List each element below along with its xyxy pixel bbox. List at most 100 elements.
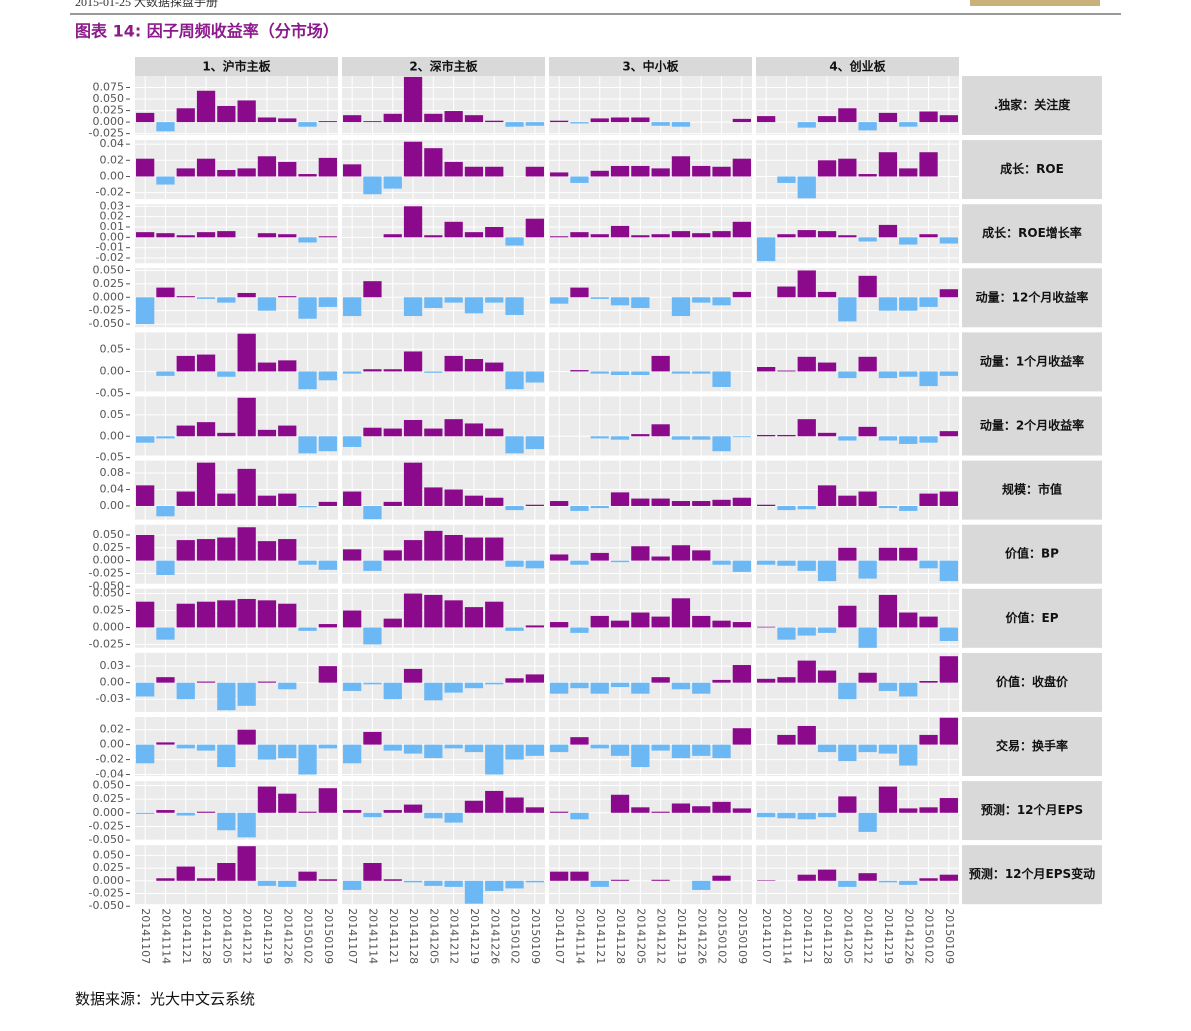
bar: [318, 879, 337, 881]
bar: [838, 744, 857, 762]
y-tick-label: 0.050: [93, 778, 125, 791]
bar: [777, 677, 796, 683]
bar: [444, 744, 463, 749]
x-tick-label: 20141226: [902, 908, 915, 964]
bar: [278, 296, 297, 298]
bar: [858, 174, 877, 177]
row-strip: [962, 204, 1102, 264]
bar: [403, 420, 423, 437]
panel-bg: [549, 76, 752, 135]
bar: [692, 880, 711, 890]
bar: [237, 682, 256, 706]
bar: [237, 846, 256, 881]
bar: [797, 874, 816, 881]
bar: [878, 505, 898, 509]
panel-bg: [756, 717, 959, 776]
bar: [156, 122, 175, 132]
bar: [899, 371, 918, 377]
y-tick-label: -0.02: [96, 251, 124, 264]
panel-bg: [135, 140, 338, 200]
bar: [570, 122, 589, 124]
x-tick-label: 20141107: [553, 908, 566, 964]
bar: [732, 560, 751, 572]
bar: [196, 811, 216, 813]
bar: [610, 744, 630, 756]
bar: [651, 234, 670, 238]
bar: [878, 786, 898, 813]
bar: [257, 744, 277, 760]
bar: [858, 356, 877, 372]
row-label: 动量：2个月收益率: [980, 418, 1084, 433]
x-tick-label: 20150109: [322, 908, 335, 964]
bar: [217, 537, 236, 561]
bar: [671, 122, 691, 127]
bar: [464, 495, 484, 506]
bar: [550, 744, 569, 753]
figure-title: 图表 14: 因子周频收益率（分市场）: [75, 22, 339, 41]
bar: [671, 744, 691, 759]
bar: [671, 371, 691, 374]
bar: [550, 501, 569, 506]
bar: [318, 236, 337, 238]
bar: [343, 610, 362, 628]
bar: [838, 495, 857, 506]
bar: [403, 141, 423, 177]
y-tick-label: 0.050: [93, 92, 125, 105]
bar: [817, 869, 837, 881]
bar: [550, 871, 569, 881]
bar: [899, 682, 918, 697]
bar: [838, 880, 857, 887]
x-tick-label: 20141128: [200, 908, 213, 964]
bar: [217, 297, 236, 303]
bar: [278, 425, 297, 437]
bar: [298, 297, 317, 319]
bar: [196, 232, 216, 238]
bar: [858, 275, 877, 298]
bar: [939, 431, 958, 437]
bar: [156, 233, 175, 238]
bar: [485, 744, 504, 775]
row-strip: [962, 76, 1102, 135]
x-tick-label: 20141114: [366, 908, 379, 964]
bar: [919, 234, 938, 238]
bar: [136, 158, 155, 177]
bar: [858, 812, 877, 832]
bar: [343, 371, 362, 374]
bar: [217, 170, 236, 177]
bar: [424, 235, 443, 238]
x-tick-label: 20141121: [387, 908, 400, 964]
bar: [136, 812, 155, 814]
bar: [817, 432, 837, 437]
bar: [525, 166, 544, 177]
bar: [257, 429, 277, 437]
bar: [550, 622, 569, 628]
bar: [257, 541, 277, 561]
bar: [363, 682, 382, 685]
bar: [732, 118, 751, 123]
x-tick-label: 20141219: [261, 908, 274, 964]
bar: [797, 176, 816, 199]
bar: [817, 291, 837, 298]
bar: [550, 297, 569, 304]
bar: [631, 546, 650, 561]
bar: [550, 554, 569, 561]
bar: [136, 436, 155, 443]
x-tick-label: 20141205: [841, 908, 854, 964]
bar: [424, 880, 443, 886]
y-tick-label: 0.01: [100, 220, 125, 233]
bar: [424, 297, 443, 308]
x-tick-label: 20141205: [220, 908, 233, 964]
bar: [156, 436, 175, 439]
bar: [692, 550, 711, 561]
bar: [176, 235, 195, 238]
panel-bg: [549, 588, 752, 648]
bar: [525, 504, 544, 506]
y-tick-label: 0.050: [93, 528, 125, 541]
bar: [712, 620, 731, 628]
bar: [939, 237, 958, 244]
bar: [797, 230, 816, 238]
x-tick-label: 20141219: [675, 908, 688, 964]
bar: [712, 371, 731, 387]
bar: [136, 534, 155, 561]
x-tick-label: 20141212: [448, 908, 461, 964]
